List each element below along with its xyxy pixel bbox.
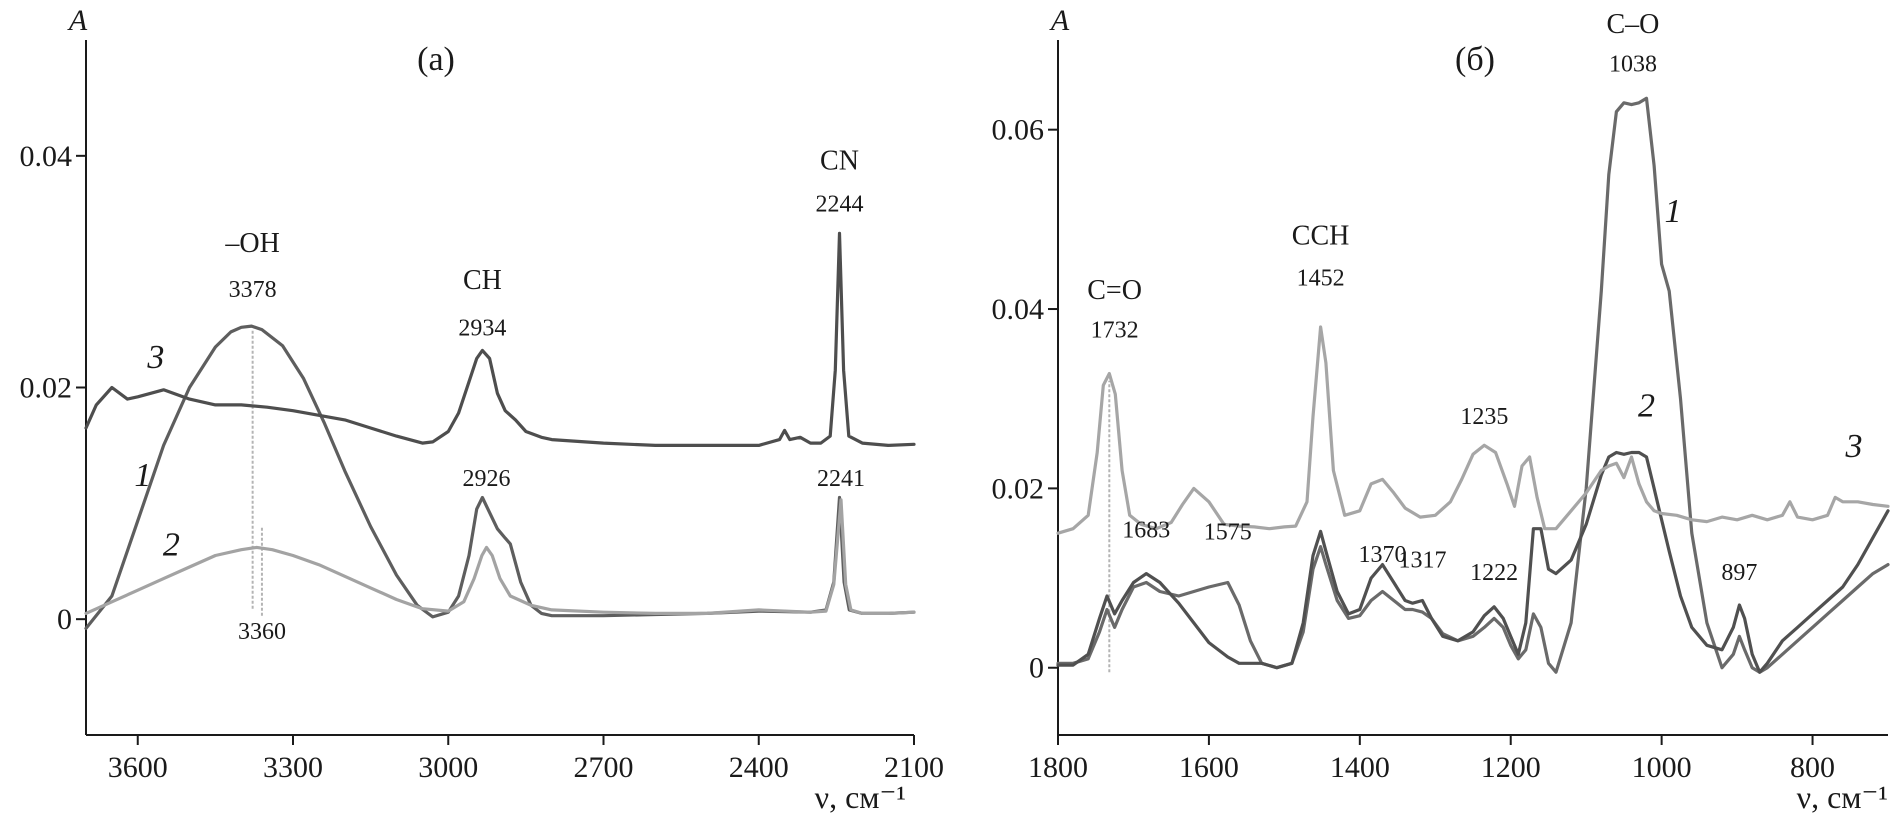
- peak-label: 2934: [458, 315, 506, 341]
- y-tick-label: 0: [57, 603, 72, 636]
- y-axis-label: A: [1049, 4, 1070, 37]
- peak-label: 1317: [1398, 547, 1446, 573]
- peak-label: 2244: [815, 191, 863, 217]
- x-tick-label: 1000: [1632, 751, 1692, 784]
- curve-number-label: 2: [1638, 388, 1655, 425]
- y-axis-label: A: [67, 4, 88, 37]
- peak-label: 897: [1721, 560, 1757, 586]
- y-tick-label: 0.06: [992, 114, 1045, 147]
- series-2-line: [1056, 450, 1890, 674]
- peak-label: 1732: [1091, 318, 1139, 344]
- panel-title: (a): [417, 41, 455, 78]
- peak-label: 1575: [1204, 520, 1252, 546]
- x-tick-label: 1800: [1028, 751, 1088, 784]
- band-group-label: C–O: [1607, 9, 1660, 40]
- x-tick-label: 2700: [574, 751, 634, 784]
- peak-label: 2926: [463, 466, 511, 492]
- x-tick-label: 2400: [729, 751, 789, 784]
- x-axis-label: ν, см⁻¹: [1797, 779, 1888, 815]
- x-tick-label: 1600: [1179, 751, 1239, 784]
- peak-label: 3378: [229, 277, 277, 303]
- series-3-line: [1056, 325, 1890, 535]
- x-tick-label: 1400: [1330, 751, 1390, 784]
- x-axis-label: ν, см⁻¹: [815, 779, 906, 815]
- x-tick-label: 1200: [1481, 751, 1541, 784]
- panel-title: (б): [1455, 41, 1495, 78]
- series-1-line: [1056, 96, 1890, 674]
- peak-label: 1370: [1358, 542, 1406, 568]
- band-group-label: CCH: [1292, 220, 1350, 251]
- band-group-label: –OH: [224, 228, 279, 259]
- peak-label: 1222: [1470, 560, 1518, 586]
- peak-label: 2241: [817, 466, 865, 492]
- series-2-line: [84, 498, 916, 615]
- panel-a-chart: (a) A ν, см⁻¹ 0 0.02 0.04 3600 3300 3000 2700 2…: [20, 4, 945, 815]
- x-tick-label: 800: [1790, 751, 1835, 784]
- peak-label: 3360: [238, 619, 286, 645]
- series-3-line: [84, 231, 916, 447]
- band-group-label: CN: [820, 146, 859, 177]
- x-tick-label: 2100: [884, 751, 944, 784]
- peak-label: 1235: [1460, 404, 1508, 430]
- curve-number-label: 3: [146, 339, 164, 376]
- curve-number-label: 2: [163, 526, 180, 563]
- x-tick-label: 3000: [418, 751, 478, 784]
- curve-number-label: 3: [1845, 428, 1863, 465]
- y-tick-label: 0.04: [992, 293, 1045, 326]
- peak-label: 1683: [1122, 518, 1170, 544]
- peak-label: 1452: [1297, 266, 1345, 292]
- y-tick-label: 0.04: [20, 140, 73, 173]
- band-group-label: C=O: [1087, 275, 1142, 306]
- y-tick-label: 0.02: [992, 472, 1045, 505]
- curve-number-label: 1: [1664, 193, 1681, 230]
- y-tick-label: 0.02: [20, 372, 73, 405]
- band-group-label: CH: [463, 265, 502, 296]
- y-tick-label: 0: [1029, 652, 1044, 685]
- x-tick-label: 3300: [263, 751, 323, 784]
- curve-number-label: 1: [134, 457, 151, 494]
- peak-label: 1038: [1609, 51, 1657, 77]
- x-tick-label: 3600: [108, 751, 168, 784]
